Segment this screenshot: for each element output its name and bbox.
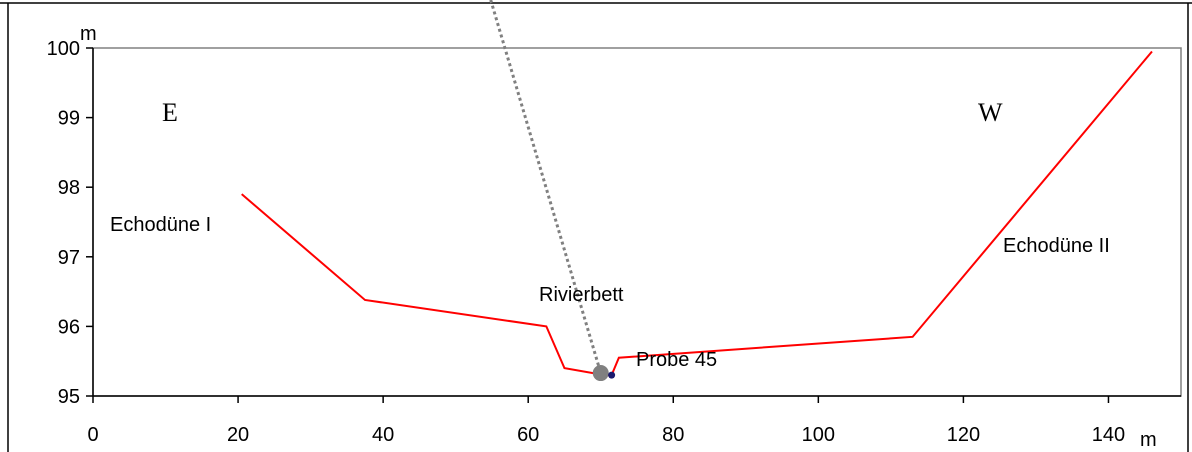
x-tick-label: 20: [227, 424, 249, 446]
x-ticks: 0 20 40 60 80 100 120 140: [87, 396, 1125, 446]
y-tick-label: 96: [58, 316, 80, 338]
dune-2-label: Echodüne II: [1003, 235, 1110, 257]
y-tick-label: 97: [58, 247, 80, 269]
y-axis-unit-label: m: [80, 23, 97, 45]
x-axis-unit-label: m: [1140, 429, 1157, 451]
plot-area: [92, 47, 1182, 397]
x-tick-label: 120: [947, 424, 980, 446]
profile-series-line: [241, 50, 1153, 377]
x-tick-label: 0: [87, 424, 98, 446]
dune-1-label: Echodüne I: [110, 214, 211, 236]
sample-dotted-line: [489, 0, 603, 374]
x-tick-label: 140: [1092, 424, 1125, 446]
small-sample-marker: [608, 371, 616, 379]
x-tick-label: 40: [372, 424, 394, 446]
sample-label: Probe 45: [636, 349, 717, 371]
y-tick-label: 95: [58, 386, 80, 408]
west-label: W: [978, 98, 1003, 127]
y-tick-label: 99: [58, 108, 80, 130]
x-tick-label: 60: [517, 424, 539, 446]
y-tick-label: 98: [58, 177, 80, 199]
x-tick-label: 100: [802, 424, 835, 446]
y-ticks: 95 96 97 98 99 100: [47, 38, 93, 408]
riverbed-label: Rivierbett: [539, 284, 624, 306]
y-tick-label: 100: [47, 38, 80, 60]
east-label: E: [162, 98, 178, 127]
x-tick-label: 80: [662, 424, 684, 446]
sample-marker: [592, 365, 609, 382]
